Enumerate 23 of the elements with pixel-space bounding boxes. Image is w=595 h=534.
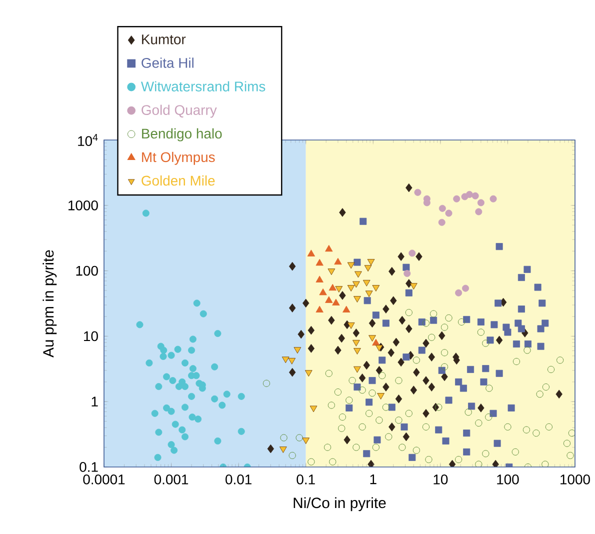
y-tick-label: 100	[76, 266, 98, 276]
x-tick-label: 0.001	[154, 474, 188, 484]
x-tick-label: 0.0001	[83, 474, 125, 484]
x-tick-label: 100	[497, 474, 519, 484]
x-tick-label: 0.1	[296, 474, 315, 484]
legend-label: Kumtor	[142, 34, 186, 44]
text: Bendigo halo	[142, 128, 222, 142]
y-tick-label: 1	[92, 396, 98, 406]
y-axis-title: Au ppm in pyrite	[42, 250, 57, 358]
legend-label: Gold Quarry	[142, 104, 217, 118]
x-tick-label: 1000	[560, 474, 590, 484]
y-tick-label: 10	[84, 331, 98, 342]
y-tick-label: 1000	[68, 200, 98, 210]
y-tick-label: 0.1	[80, 462, 98, 472]
x-tick-label: 1	[370, 474, 376, 484]
legend-label: Geita Hil	[142, 58, 194, 68]
legend-label: Golden Mile	[142, 175, 215, 186]
legend-label: Mt Olympus	[142, 152, 215, 165]
y-tick-label: 10$^{4}$	[78, 134, 98, 146]
x-tick-label: 10	[434, 474, 448, 484]
x-tick-label: 0.01	[226, 474, 252, 484]
x-axis-title: Ni/Co in pyrite	[294, 497, 386, 512]
legend-label: Witwatersrand Rims	[140, 81, 266, 92]
